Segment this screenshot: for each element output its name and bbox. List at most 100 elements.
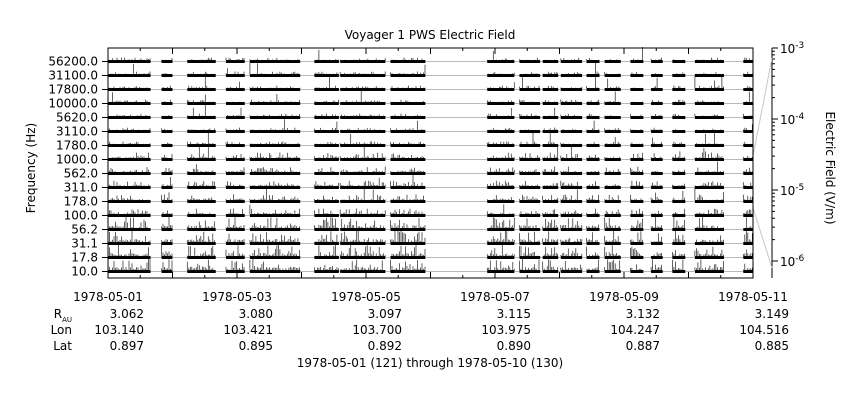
- trace-spikes-13-18: [742, 85, 753, 89]
- trace-spikes-1-18: [742, 249, 753, 257]
- trace-spikes-7-0: [107, 167, 151, 173]
- trace-spikes-13-12: [586, 75, 599, 89]
- trace-spikes-12-17: [694, 100, 724, 103]
- trace-spikes-13-15: [650, 77, 662, 89]
- ephemeris-label-lon: Lon: [51, 323, 72, 337]
- trace-spikes-3-9: [519, 218, 540, 229]
- trace-spikes-7-16: [672, 169, 685, 173]
- y-tick-label-4: 100.0: [64, 209, 98, 223]
- trace-spikes-8-0: [107, 152, 151, 159]
- trace-spikes-0-1: [161, 259, 173, 271]
- trace-spikes-1-10: [542, 246, 559, 257]
- trace-spikes-14-4: [249, 62, 299, 75]
- trace-spikes-0-8: [486, 260, 515, 271]
- trace-spikes-0-17: [694, 259, 724, 271]
- trace-spikes-6-17: [694, 181, 724, 187]
- trace-spikes-13-3: [225, 81, 245, 89]
- trace-spikes-14-7: [390, 64, 426, 75]
- trace-spikes-7-7: [390, 167, 426, 173]
- trace-spikes-1-5: [314, 244, 339, 257]
- trace-spikes-5-2: [186, 195, 215, 201]
- trace-spikes-8-6: [339, 144, 386, 159]
- trace-spikes-5-13: [604, 194, 621, 201]
- trace-spikes-8-13: [604, 156, 621, 159]
- trace-spikes-10-12: [586, 120, 599, 131]
- trace-spikes-2-2: [186, 231, 215, 243]
- trace-spikes-1-2: [186, 245, 215, 257]
- ephemeris-lon-5: 104.516: [739, 323, 789, 337]
- trace-spikes-6-7: [390, 174, 426, 187]
- trace-spikes-7-12: [586, 170, 599, 173]
- trace-spikes-13-9: [519, 75, 540, 89]
- x-tick-label-4: 1978-05-09: [589, 290, 659, 304]
- trace-spikes-10-10: [542, 127, 559, 131]
- trace-spikes-14-16: [672, 72, 685, 75]
- trace-spikes-12-8: [486, 100, 515, 103]
- trace-spikes-15-2: [186, 57, 215, 61]
- trace-spikes-13-13: [604, 78, 621, 89]
- ephemeris-lat-3: 0.890: [497, 339, 531, 353]
- trace-spikes-13-11: [560, 87, 583, 89]
- trace-spikes-2-7: [390, 230, 426, 243]
- ephemeris-label-r-main: R: [54, 307, 62, 321]
- trace-spikes-3-2: [186, 220, 215, 229]
- trace-spikes-12-0: [107, 92, 151, 103]
- colorbar-guide-top: [752, 57, 773, 157]
- trace-spikes-2-14: [630, 231, 643, 243]
- trace-spikes-5-14: [630, 194, 643, 201]
- trace-spikes-3-6: [339, 218, 386, 229]
- trace-spikes-8-3: [225, 154, 245, 159]
- trace-spikes-4-14: [630, 208, 643, 215]
- trace-spikes-7-8: [486, 167, 515, 173]
- trace-spikes-13-7: [390, 85, 426, 89]
- trace-spikes-9-6: [339, 133, 386, 145]
- trace-spikes-15-3: [225, 57, 245, 61]
- trace-spikes-5-3: [225, 194, 245, 201]
- trace-spikes-7-15: [650, 171, 662, 173]
- trace-spikes-3-5: [314, 216, 339, 229]
- trace-spikes-5-9: [519, 195, 540, 201]
- trace-spikes-12-1: [161, 99, 173, 103]
- y-tick-label-0: 10.0: [71, 265, 98, 279]
- trace-spikes-6-8: [486, 180, 515, 187]
- colorbar-tick-label-1: 10-4: [780, 112, 805, 127]
- trace-spikes-12-10: [542, 100, 557, 103]
- trace-spikes-8-16: [672, 151, 685, 159]
- ephemeris-r_au-4: 3.132: [626, 307, 660, 321]
- trace-spikes-3-10: [542, 218, 559, 229]
- trace-spikes-11-11: [560, 113, 583, 117]
- trace-spikes-4-6: [339, 208, 386, 215]
- trace-spikes-13-16: [672, 85, 685, 89]
- colorbar-tick-exp: -3: [795, 41, 804, 51]
- spectral-traces: [107, 47, 753, 273]
- trace-spikes-8-14: [630, 152, 643, 159]
- trace-spikes-9-9: [519, 133, 538, 145]
- trace-spikes-13-1: [162, 85, 173, 89]
- trace-spikes-7-14: [630, 166, 643, 173]
- chart-title: Voyager 1 PWS Electric Field: [345, 28, 516, 42]
- trace-spikes-4-16: [672, 208, 685, 215]
- trace-spikes-0-5: [314, 264, 339, 271]
- trace-spikes-4-10: [542, 209, 559, 215]
- trace-spikes-1-3: [225, 245, 245, 257]
- trace-spikes-11-8: [486, 108, 515, 117]
- trace-spikes-8-10: [542, 146, 559, 159]
- trace-spikes-10-7: [390, 120, 426, 131]
- ephemeris-label-r: RAU: [54, 307, 72, 324]
- trace-spikes-4-15: [650, 210, 662, 215]
- trace-spikes-6-14: [630, 180, 643, 187]
- trace-spikes-9-5: [314, 141, 339, 145]
- ephemeris-lon-4: 104.247: [610, 323, 660, 337]
- trace-spikes-5-0: [107, 195, 151, 201]
- trace-spikes-3-1: [161, 216, 173, 229]
- trace-spikes-10-2: [186, 128, 215, 131]
- trace-spikes-13-4: [249, 85, 300, 89]
- trace-spikes-1-14: [630, 246, 643, 257]
- trace-spikes-4-2: [186, 208, 215, 215]
- colorbar-tick-base: 10: [780, 113, 795, 127]
- ephemeris-label-r-sub: AU: [62, 316, 72, 324]
- trace-spikes-1-7: [390, 244, 426, 257]
- trace-spikes-14-0: [107, 63, 151, 75]
- trace-spikes-4-7: [390, 208, 426, 215]
